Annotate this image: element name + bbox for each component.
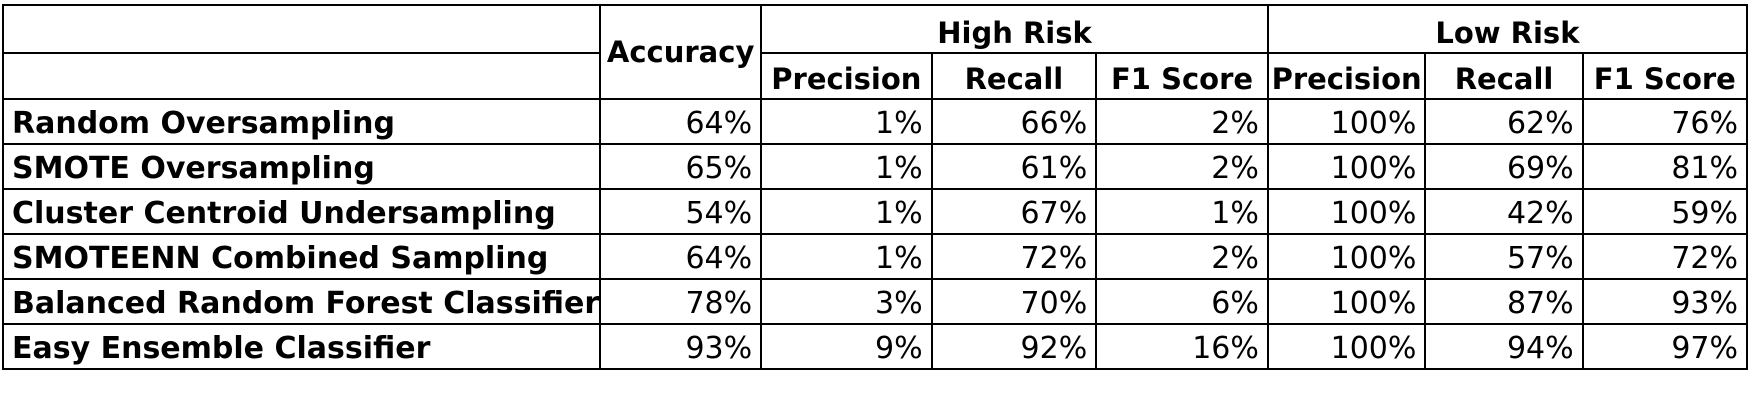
high-recall-cell: 70% — [930, 278, 1098, 325]
low-precision-cell: 100% — [1266, 278, 1427, 325]
low-f1-cell: 72% — [1581, 233, 1748, 280]
low-recall-cell: 94% — [1424, 323, 1584, 370]
accuracy-cell: 78% — [599, 278, 763, 325]
low-recall-cell: 57% — [1424, 233, 1584, 280]
low-f1-cell: 76% — [1581, 98, 1748, 145]
accuracy-cell: 64% — [599, 98, 763, 145]
high-recall-cell: 67% — [930, 188, 1098, 235]
group-header-high-risk: High Risk — [760, 4, 1269, 54]
results-table: Accuracy High Risk Low Risk Precision Re… — [1, 4, 1748, 370]
low-f1-cell: 81% — [1581, 143, 1748, 190]
subheader-low-f1: F1 Score — [1581, 52, 1748, 100]
row-label: SMOTE Oversampling — [1, 143, 602, 190]
high-precision-cell: 1% — [760, 233, 933, 280]
high-precision-cell: 1% — [760, 188, 933, 235]
low-recall-cell: 62% — [1424, 98, 1584, 145]
high-recall-cell: 72% — [930, 233, 1098, 280]
low-recall-cell: 42% — [1424, 188, 1584, 235]
corner-cell-lower — [1, 52, 602, 100]
high-f1-cell: 2% — [1095, 233, 1269, 280]
high-precision-cell: 3% — [760, 278, 933, 325]
high-f1-cell: 16% — [1095, 323, 1269, 370]
high-precision-cell: 1% — [760, 143, 933, 190]
low-precision-cell: 100% — [1266, 233, 1427, 280]
table-row: SMOTEENN Combined Sampling 64% 1% 72% 2%… — [1, 233, 1748, 280]
high-f1-cell: 6% — [1095, 278, 1269, 325]
subheader-low-recall: Recall — [1424, 52, 1584, 100]
low-recall-cell: 87% — [1424, 278, 1584, 325]
row-label: SMOTEENN Combined Sampling — [1, 233, 602, 280]
row-label: Easy Ensemble Classifier — [1, 323, 602, 370]
subheader-low-precision: Precision — [1266, 52, 1427, 100]
high-recall-cell: 66% — [930, 98, 1098, 145]
low-recall-cell: 69% — [1424, 143, 1584, 190]
low-precision-cell: 100% — [1266, 98, 1427, 145]
high-recall-cell: 61% — [930, 143, 1098, 190]
table-row: SMOTE Oversampling 65% 1% 61% 2% 100% 69… — [1, 143, 1748, 190]
high-recall-cell: 92% — [930, 323, 1098, 370]
subheader-high-recall: Recall — [930, 52, 1098, 100]
low-precision-cell: 100% — [1266, 323, 1427, 370]
corner-cell — [1, 4, 602, 54]
accuracy-cell: 93% — [599, 323, 763, 370]
low-precision-cell: 100% — [1266, 143, 1427, 190]
subheader-high-f1: F1 Score — [1095, 52, 1269, 100]
group-header-low-risk: Low Risk — [1266, 4, 1748, 54]
table-row: Cluster Centroid Undersampling 54% 1% 67… — [1, 188, 1748, 235]
low-f1-cell: 59% — [1581, 188, 1748, 235]
accuracy-header: Accuracy — [599, 4, 763, 100]
high-precision-cell: 9% — [760, 323, 933, 370]
low-precision-cell: 100% — [1266, 188, 1427, 235]
accuracy-cell: 54% — [599, 188, 763, 235]
table-row: Balanced Random Forest Classifier 78% 3%… — [1, 278, 1748, 325]
row-label: Cluster Centroid Undersampling — [1, 188, 602, 235]
high-f1-cell: 2% — [1095, 98, 1269, 145]
low-f1-cell: 97% — [1581, 323, 1748, 370]
accuracy-cell: 65% — [599, 143, 763, 190]
table-row: Easy Ensemble Classifier 93% 9% 92% 16% … — [1, 323, 1748, 370]
high-f1-cell: 2% — [1095, 143, 1269, 190]
high-f1-cell: 1% — [1095, 188, 1269, 235]
high-precision-cell: 1% — [760, 98, 933, 145]
subheader-high-precision: Precision — [760, 52, 933, 100]
accuracy-cell: 64% — [599, 233, 763, 280]
row-label: Random Oversampling — [1, 98, 602, 145]
low-f1-cell: 93% — [1581, 278, 1748, 325]
row-label: Balanced Random Forest Classifier — [1, 278, 602, 325]
table-row: Random Oversampling 64% 1% 66% 2% 100% 6… — [1, 98, 1748, 145]
